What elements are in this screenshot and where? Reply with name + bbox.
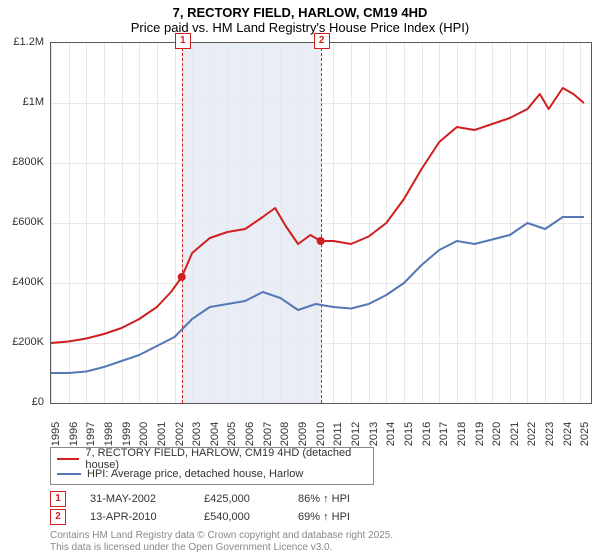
y-tick-label: £1.2M xyxy=(13,36,44,48)
footer-attribution: Contains HM Land Registry data © Crown c… xyxy=(50,530,393,554)
chart-title-line1: 7, RECTORY FIELD, HARLOW, CM19 4HD xyxy=(0,5,600,20)
legend-swatch xyxy=(57,458,79,460)
x-tick-label: 2023 xyxy=(544,422,556,446)
chart-lines-svg xyxy=(51,43,591,403)
annotation-price: £425,000 xyxy=(204,493,274,505)
x-tick-label: 2014 xyxy=(385,422,397,446)
legend-swatch xyxy=(57,473,81,475)
annotation-pct: 69% ↑ HPI xyxy=(298,511,378,523)
annotation-badge: 1 xyxy=(50,491,66,507)
legend-box: 7, RECTORY FIELD, HARLOW, CM19 4HD (deta… xyxy=(50,447,374,485)
x-tick-label: 2003 xyxy=(191,422,203,446)
x-tick-label: 2000 xyxy=(138,422,150,446)
legend-label: HPI: Average price, detached house, Harl… xyxy=(87,468,303,480)
marker-label: 1 xyxy=(175,33,191,49)
x-tick-label: 2025 xyxy=(579,422,591,446)
x-tick-label: 2008 xyxy=(279,422,291,446)
legend-item: 7, RECTORY FIELD, HARLOW, CM19 4HD (deta… xyxy=(57,451,367,466)
x-tick-label: 2024 xyxy=(562,422,574,446)
annotation-date: 31-MAY-2002 xyxy=(90,493,180,505)
marker-label: 2 xyxy=(314,33,330,49)
x-tick-label: 2013 xyxy=(368,422,380,446)
x-tick-label: 2001 xyxy=(156,422,168,446)
annotation-row: 2 13-APR-2010 £540,000 69% ↑ HPI xyxy=(50,508,378,526)
x-tick-label: 2019 xyxy=(474,422,486,446)
annotation-date: 13-APR-2010 xyxy=(90,511,180,523)
x-tick-label: 2006 xyxy=(244,422,256,446)
x-tick-label: 2022 xyxy=(526,422,538,446)
x-tick-label: 2011 xyxy=(332,422,344,446)
x-tick-label: 2016 xyxy=(421,422,433,446)
x-tick-label: 1995 xyxy=(50,422,62,446)
footer-line2: This data is licensed under the Open Gov… xyxy=(50,542,393,554)
footer-line1: Contains HM Land Registry data © Crown c… xyxy=(50,530,393,542)
chart-plot-area: 12 xyxy=(50,42,592,404)
y-tick-label: £600K xyxy=(12,216,44,228)
chart-title-block: 7, RECTORY FIELD, HARLOW, CM19 4HD Price… xyxy=(0,0,600,35)
annotation-row: 1 31-MAY-2002 £425,000 86% ↑ HPI xyxy=(50,490,378,508)
x-tick-label: 2015 xyxy=(403,422,415,446)
x-tick-label: 2007 xyxy=(262,422,274,446)
x-tick-label: 2010 xyxy=(315,422,327,446)
x-tick-label: 2009 xyxy=(297,422,309,446)
marker-dot xyxy=(178,273,186,281)
y-axis: £0£200K£400K£600K£800K£1M£1.2M xyxy=(0,42,48,402)
marker-dot xyxy=(317,237,325,245)
x-tick-label: 2012 xyxy=(350,422,362,446)
x-tick-label: 2018 xyxy=(456,422,468,446)
annotation-pct: 86% ↑ HPI xyxy=(298,493,378,505)
chart-title-line2: Price paid vs. HM Land Registry's House … xyxy=(0,20,600,35)
x-tick-label: 2021 xyxy=(509,422,521,446)
y-tick-label: £400K xyxy=(12,276,44,288)
y-tick-label: £800K xyxy=(12,156,44,168)
x-tick-label: 2005 xyxy=(226,422,238,446)
x-tick-label: 1999 xyxy=(121,422,133,446)
x-tick-label: 2020 xyxy=(491,422,503,446)
annotation-badge: 2 xyxy=(50,509,66,525)
x-tick-label: 1997 xyxy=(85,422,97,446)
x-tick-label: 2004 xyxy=(209,422,221,446)
x-axis: 1995 1996 1997 1998 1999 2000 2001 2002 2003 2004… xyxy=(50,404,590,444)
y-tick-label: £200K xyxy=(12,336,44,348)
y-tick-label: £0 xyxy=(32,396,44,408)
x-tick-label: 2002 xyxy=(174,422,186,446)
annotation-price: £540,000 xyxy=(204,511,274,523)
x-tick-label: 1996 xyxy=(68,422,80,446)
x-tick-label: 2017 xyxy=(438,422,450,446)
y-tick-label: £1M xyxy=(23,96,44,108)
annotation-table: 1 31-MAY-2002 £425,000 86% ↑ HPI 2 13-APR-201… xyxy=(50,490,378,526)
x-tick-label: 1998 xyxy=(103,422,115,446)
